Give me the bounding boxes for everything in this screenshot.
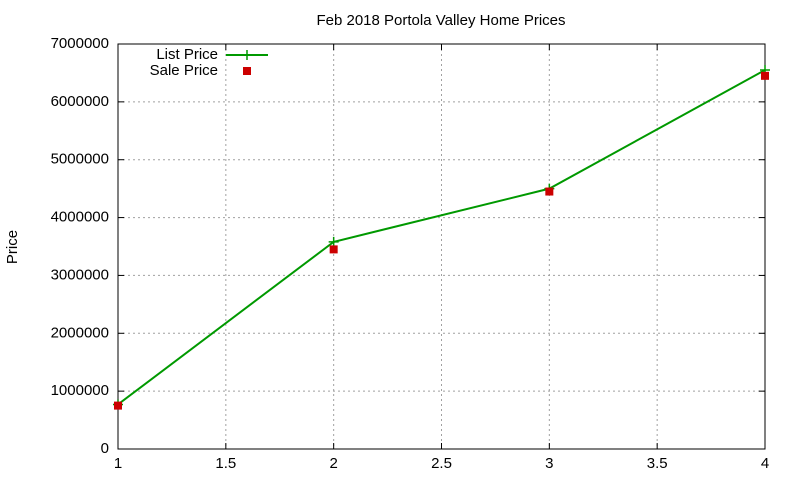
legend-label: List Price [156,46,218,63]
data-point [328,236,339,247]
data-point [545,187,554,196]
y-tick-label: 1000000 [51,382,109,399]
legend-swatch [242,50,252,60]
x-tick-label: 2 [329,455,337,472]
x-tick-label: 3 [545,455,553,472]
y-tick-label: 7000000 [51,35,109,52]
series-line [117,69,766,406]
x-tick-label: 2.5 [431,455,452,472]
legend-label: Sale Price [150,62,218,79]
legend-swatch [243,67,251,75]
y-tick-label: 6000000 [51,93,109,110]
x-tick-label: 1.5 [215,455,236,472]
y-tick-label: 4000000 [51,209,109,226]
y-tick-label: 0 [101,440,109,457]
y-tick-label: 3000000 [51,266,109,283]
y-tick-label: 2000000 [51,324,109,341]
data-point [761,71,769,80]
x-tick-label: 3.5 [647,455,668,472]
data-point [114,401,122,410]
y-tick-label: 5000000 [51,151,109,168]
x-tick-label: 1 [114,455,122,472]
chart-title: Feb 2018 Portola Valley Home Prices [316,12,565,29]
plot-border [117,43,766,450]
data-point [329,245,338,254]
y-axis-label: Price [4,230,21,264]
x-tick-label: 4 [761,455,769,472]
